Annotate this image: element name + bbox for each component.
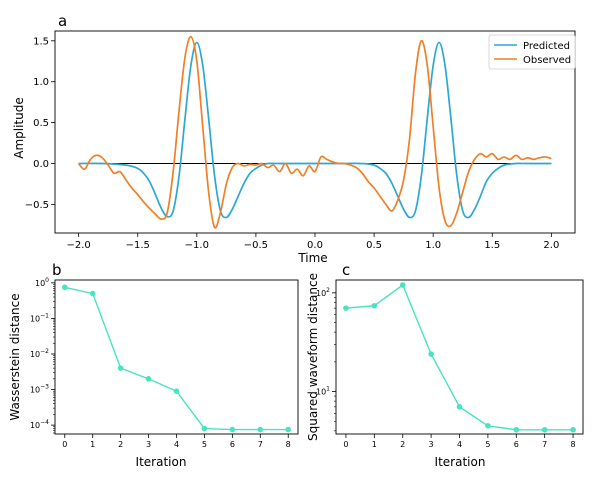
panel-a: Time Amplitude −2.0 −1.5 −1.0 −0.5 0.0 0.5 1.0… [12, 30, 576, 265]
y-tick-label: 1.5 [33, 36, 49, 47]
y-tick-label: 1.0 [33, 77, 49, 88]
panel-b-data-point [285, 426, 292, 433]
panel-c-data-point [456, 404, 463, 410]
panel-c-data-point [570, 426, 576, 433]
panel-b-data-point [201, 425, 208, 432]
panel-b-y-tick-label: 10−4 [30, 419, 49, 430]
panel-c-x-tick-label: 4 [457, 440, 462, 449]
panel-b-x-tick-label: 4 [174, 440, 179, 449]
panel-b-data-point [257, 426, 264, 433]
panel-b-x-tick-label: 3 [146, 440, 151, 449]
x-tick-label: 1.0 [425, 240, 441, 251]
panel-b-y-tick-label: 100 [35, 277, 49, 288]
panel-c-x-tick-label: 7 [542, 440, 547, 449]
y-tick-label: 0.5 [33, 118, 49, 129]
panel-c-x-tick-label: 0 [343, 440, 348, 449]
panel-c-x-tick-label: 6 [514, 440, 519, 449]
x-tick-label: 0.0 [307, 240, 323, 251]
panel-c-data-point [513, 426, 520, 433]
series-line-observed [77, 35, 552, 229]
panel-b-y-tick-label: 10−1 [30, 312, 49, 323]
panel-c-x-tick-label: 3 [429, 440, 434, 449]
panel-b-data-point [173, 388, 180, 394]
legend-box [488, 34, 576, 70]
panel-c-y-tick-label: 102 [316, 287, 330, 298]
panel-b-x-tick-label: 1 [90, 440, 95, 449]
x-tick-label: −1.5 [126, 240, 150, 251]
panel-b-series-line [64, 286, 289, 431]
panel-c-data-point [399, 282, 406, 288]
panel-label-a: a [58, 12, 67, 30]
panel-c-data-point [343, 305, 349, 311]
panel-c-data-point [485, 422, 491, 429]
panel-c-ylabel: Squared waveform distance [306, 273, 320, 441]
panel-label-b: b [52, 261, 62, 279]
panel-c-data-point [428, 351, 434, 357]
legend: Predicted Observed [488, 34, 576, 70]
panel-c-frame [335, 279, 584, 435]
panel-b-ylabel: Wasserstein distance [8, 293, 22, 420]
x-tick-label: −2.0 [66, 240, 90, 251]
panel-b-data-point [117, 365, 124, 371]
panel-c-x-tick-label: 1 [372, 440, 377, 449]
panel-b-x-tick-label: 2 [118, 440, 123, 449]
series-line-predicted [78, 41, 552, 219]
panel-b-y-tick-label: 10−3 [30, 384, 49, 395]
panel-b-data-point [61, 284, 68, 291]
x-tick-label: 0.5 [366, 240, 382, 251]
panel-b-x-tick-label: 5 [202, 440, 207, 449]
y-tick-label: −0.5 [25, 200, 49, 211]
legend-predicted-label: Predicted [523, 41, 570, 52]
panel-b-y-tick-label: 10−2 [30, 348, 49, 359]
panel-b-x-tick-label: 6 [230, 440, 235, 449]
panel-b-xlabel: Iteration [136, 455, 187, 469]
panel-a-xlabel: Time [297, 251, 327, 265]
legend-observed-label: Observed [523, 55, 571, 66]
x-tick-label: −1.0 [185, 240, 209, 251]
panel-b-x-tick-label: 0 [62, 440, 67, 449]
x-tick-label: 1.5 [484, 240, 500, 251]
panel-b-x-tick-label: 8 [286, 440, 291, 449]
panel-b-data-point [145, 376, 152, 382]
panel-b-data-point [229, 426, 236, 433]
panel-label-c: c [342, 261, 350, 279]
panel-c-x-tick-label: 5 [485, 440, 490, 449]
panel-b-data-point [89, 290, 96, 297]
panel-b-x-tick-label: 7 [258, 440, 263, 449]
x-tick-label: −0.5 [244, 240, 268, 251]
panel-c: Iteration Squared waveform distance 101 1… [306, 273, 584, 469]
y-tick-label: 0.0 [33, 159, 49, 170]
panel-c-data-point [541, 426, 548, 433]
x-tick-label: 2.0 [543, 240, 559, 251]
panel-b: Iteration Wasserstein distance 10−4 10−3 1… [8, 277, 299, 469]
panel-c-y-tick-label: 101 [316, 386, 330, 397]
panel-b-frame [54, 279, 299, 435]
panel-c-xlabel: Iteration [435, 455, 486, 469]
panel-c-data-point [371, 302, 378, 309]
panel-a-ylabel: Amplitude [12, 97, 26, 159]
panel-c-x-tick-label: 2 [400, 440, 405, 449]
panel-c-x-tick-label: 8 [571, 440, 576, 449]
